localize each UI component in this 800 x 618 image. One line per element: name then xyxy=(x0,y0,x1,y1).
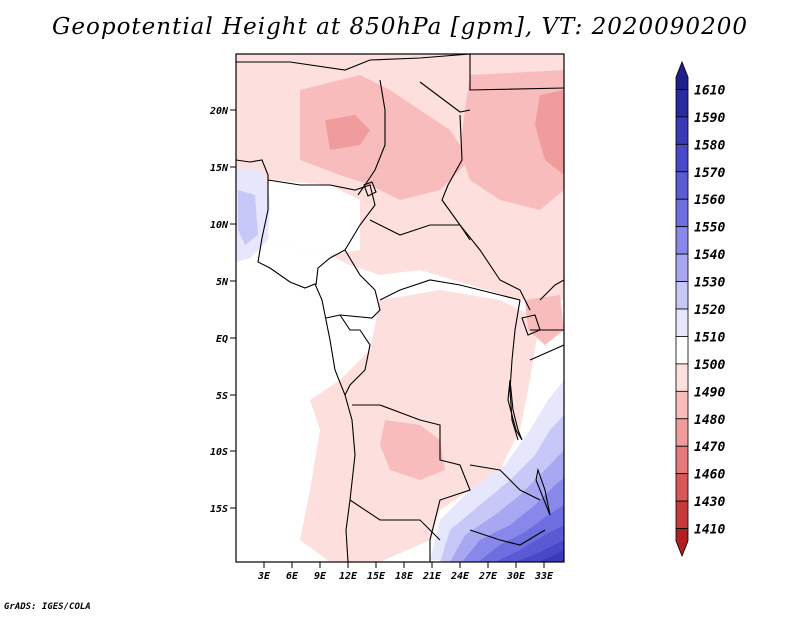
colorbar-label: 1550 xyxy=(694,221,725,236)
border-drc-north xyxy=(379,279,521,301)
colorbar-label: 1510 xyxy=(694,330,725,345)
colorbar-swatch xyxy=(675,89,689,118)
lon-axis: 3E 6E 9E 12E 15E 18E 21E 24E 27E 30E 33E xyxy=(257,562,554,582)
lat-label: 20N xyxy=(209,106,229,117)
lat-axis: 20N 15N 10N 5N EQ 5S 10S 15S xyxy=(209,106,236,515)
border-tanzania xyxy=(529,344,564,361)
lon-label: 6E xyxy=(286,571,299,582)
border-zambia xyxy=(469,464,541,501)
colorbar-label: 1580 xyxy=(694,138,725,153)
lake-malawi xyxy=(535,467,551,516)
colorbar-swatch xyxy=(675,528,689,558)
colorbar-label: 1590 xyxy=(694,111,725,126)
border-congo xyxy=(339,314,371,396)
lake-victoria xyxy=(521,314,541,336)
colorbar-swatch xyxy=(675,171,689,200)
colorbar-label: 1560 xyxy=(694,193,725,208)
colorbar-swatch xyxy=(675,198,689,228)
colorbar-swatch xyxy=(675,116,689,145)
colorbar-swatch xyxy=(675,418,689,447)
lon-label: 15E xyxy=(367,571,386,582)
colorbar-swatch xyxy=(675,226,689,255)
colorbar-label: 1430 xyxy=(694,495,725,510)
border-angola xyxy=(352,404,471,562)
lon-label: 33E xyxy=(534,571,554,582)
field-1530-west xyxy=(238,190,258,245)
field-1590-se xyxy=(538,550,564,562)
field-1510-west xyxy=(262,180,360,255)
lake-chad xyxy=(363,181,377,197)
map-frame xyxy=(235,53,565,563)
lat-label: 10N xyxy=(210,220,229,231)
lon-label: 12E xyxy=(339,571,358,582)
map-title: Geopotential Height at 850hPa [gpm], VT:… xyxy=(52,14,748,40)
lon-label: 24E xyxy=(450,571,470,582)
colorbar-swatch xyxy=(675,143,689,173)
colorbar-label: 1570 xyxy=(694,166,725,181)
lat-label: 15S xyxy=(210,504,228,515)
lon-label: 30E xyxy=(506,571,526,582)
field-1480-a xyxy=(325,115,370,150)
colorbar-swatch xyxy=(675,60,689,90)
colorbar-label: 1480 xyxy=(694,413,725,428)
colorbar-swatch xyxy=(675,336,689,365)
coastline-west xyxy=(236,159,356,562)
colorbar-swatch xyxy=(675,445,689,475)
colorbar-label: 1540 xyxy=(694,248,725,263)
lat-label: 15N xyxy=(210,163,229,174)
border-libya-egypt xyxy=(419,81,471,113)
field-1490-angola xyxy=(380,420,445,480)
colorbar-swatch xyxy=(675,253,689,282)
lat-label: 5N xyxy=(216,277,229,288)
field-1490-sudan xyxy=(460,70,564,210)
border-namibia xyxy=(349,499,441,541)
border-south-ethiopia xyxy=(539,279,564,301)
lon-label: 18E xyxy=(395,571,414,582)
colorbar-swatch xyxy=(675,500,689,529)
lat-label: 5S xyxy=(216,391,228,402)
colorbar: 1610 1590 1580 1570 1560 1550 1540 1530 1520 1510… xyxy=(675,60,725,558)
colorbar-swatch xyxy=(675,281,689,310)
political-boundaries xyxy=(236,54,564,562)
border-drc-east xyxy=(509,299,521,441)
border-zimbabwe xyxy=(469,529,546,546)
lon-label: 27E xyxy=(478,571,498,582)
colorbar-swatch xyxy=(675,308,689,337)
lon-label: 9E xyxy=(314,571,327,582)
height-field xyxy=(236,54,564,562)
colorbar-swatch xyxy=(675,363,689,392)
border-nigeria xyxy=(267,179,376,286)
colorbar-swatch xyxy=(675,473,689,502)
colorbar-label: 1520 xyxy=(694,303,725,318)
lake-tanganyika xyxy=(507,379,523,441)
lon-label: 3E xyxy=(257,571,271,582)
lat-label: EQ xyxy=(216,334,228,345)
lat-label: 10S xyxy=(210,447,228,458)
field-1510-coast xyxy=(236,260,340,470)
colorbar-label: 1460 xyxy=(694,468,725,483)
colorbar-swatch xyxy=(675,390,689,420)
colorbar-label: 1490 xyxy=(694,385,725,400)
colorbar-label: 1500 xyxy=(694,358,725,373)
colorbar-label: 1470 xyxy=(694,440,725,455)
colorbar-label: 1610 xyxy=(694,83,725,98)
lon-label: 21E xyxy=(422,571,442,582)
border-sudan-east xyxy=(469,54,564,91)
field-1480-b xyxy=(535,90,564,175)
grads-credit: GrADS: IGES/COLA xyxy=(4,602,91,612)
border-car xyxy=(369,219,531,311)
colorbar-label: 1410 xyxy=(694,523,725,538)
border-mali-niger xyxy=(236,54,471,71)
colorbar-label: 1530 xyxy=(694,276,725,291)
